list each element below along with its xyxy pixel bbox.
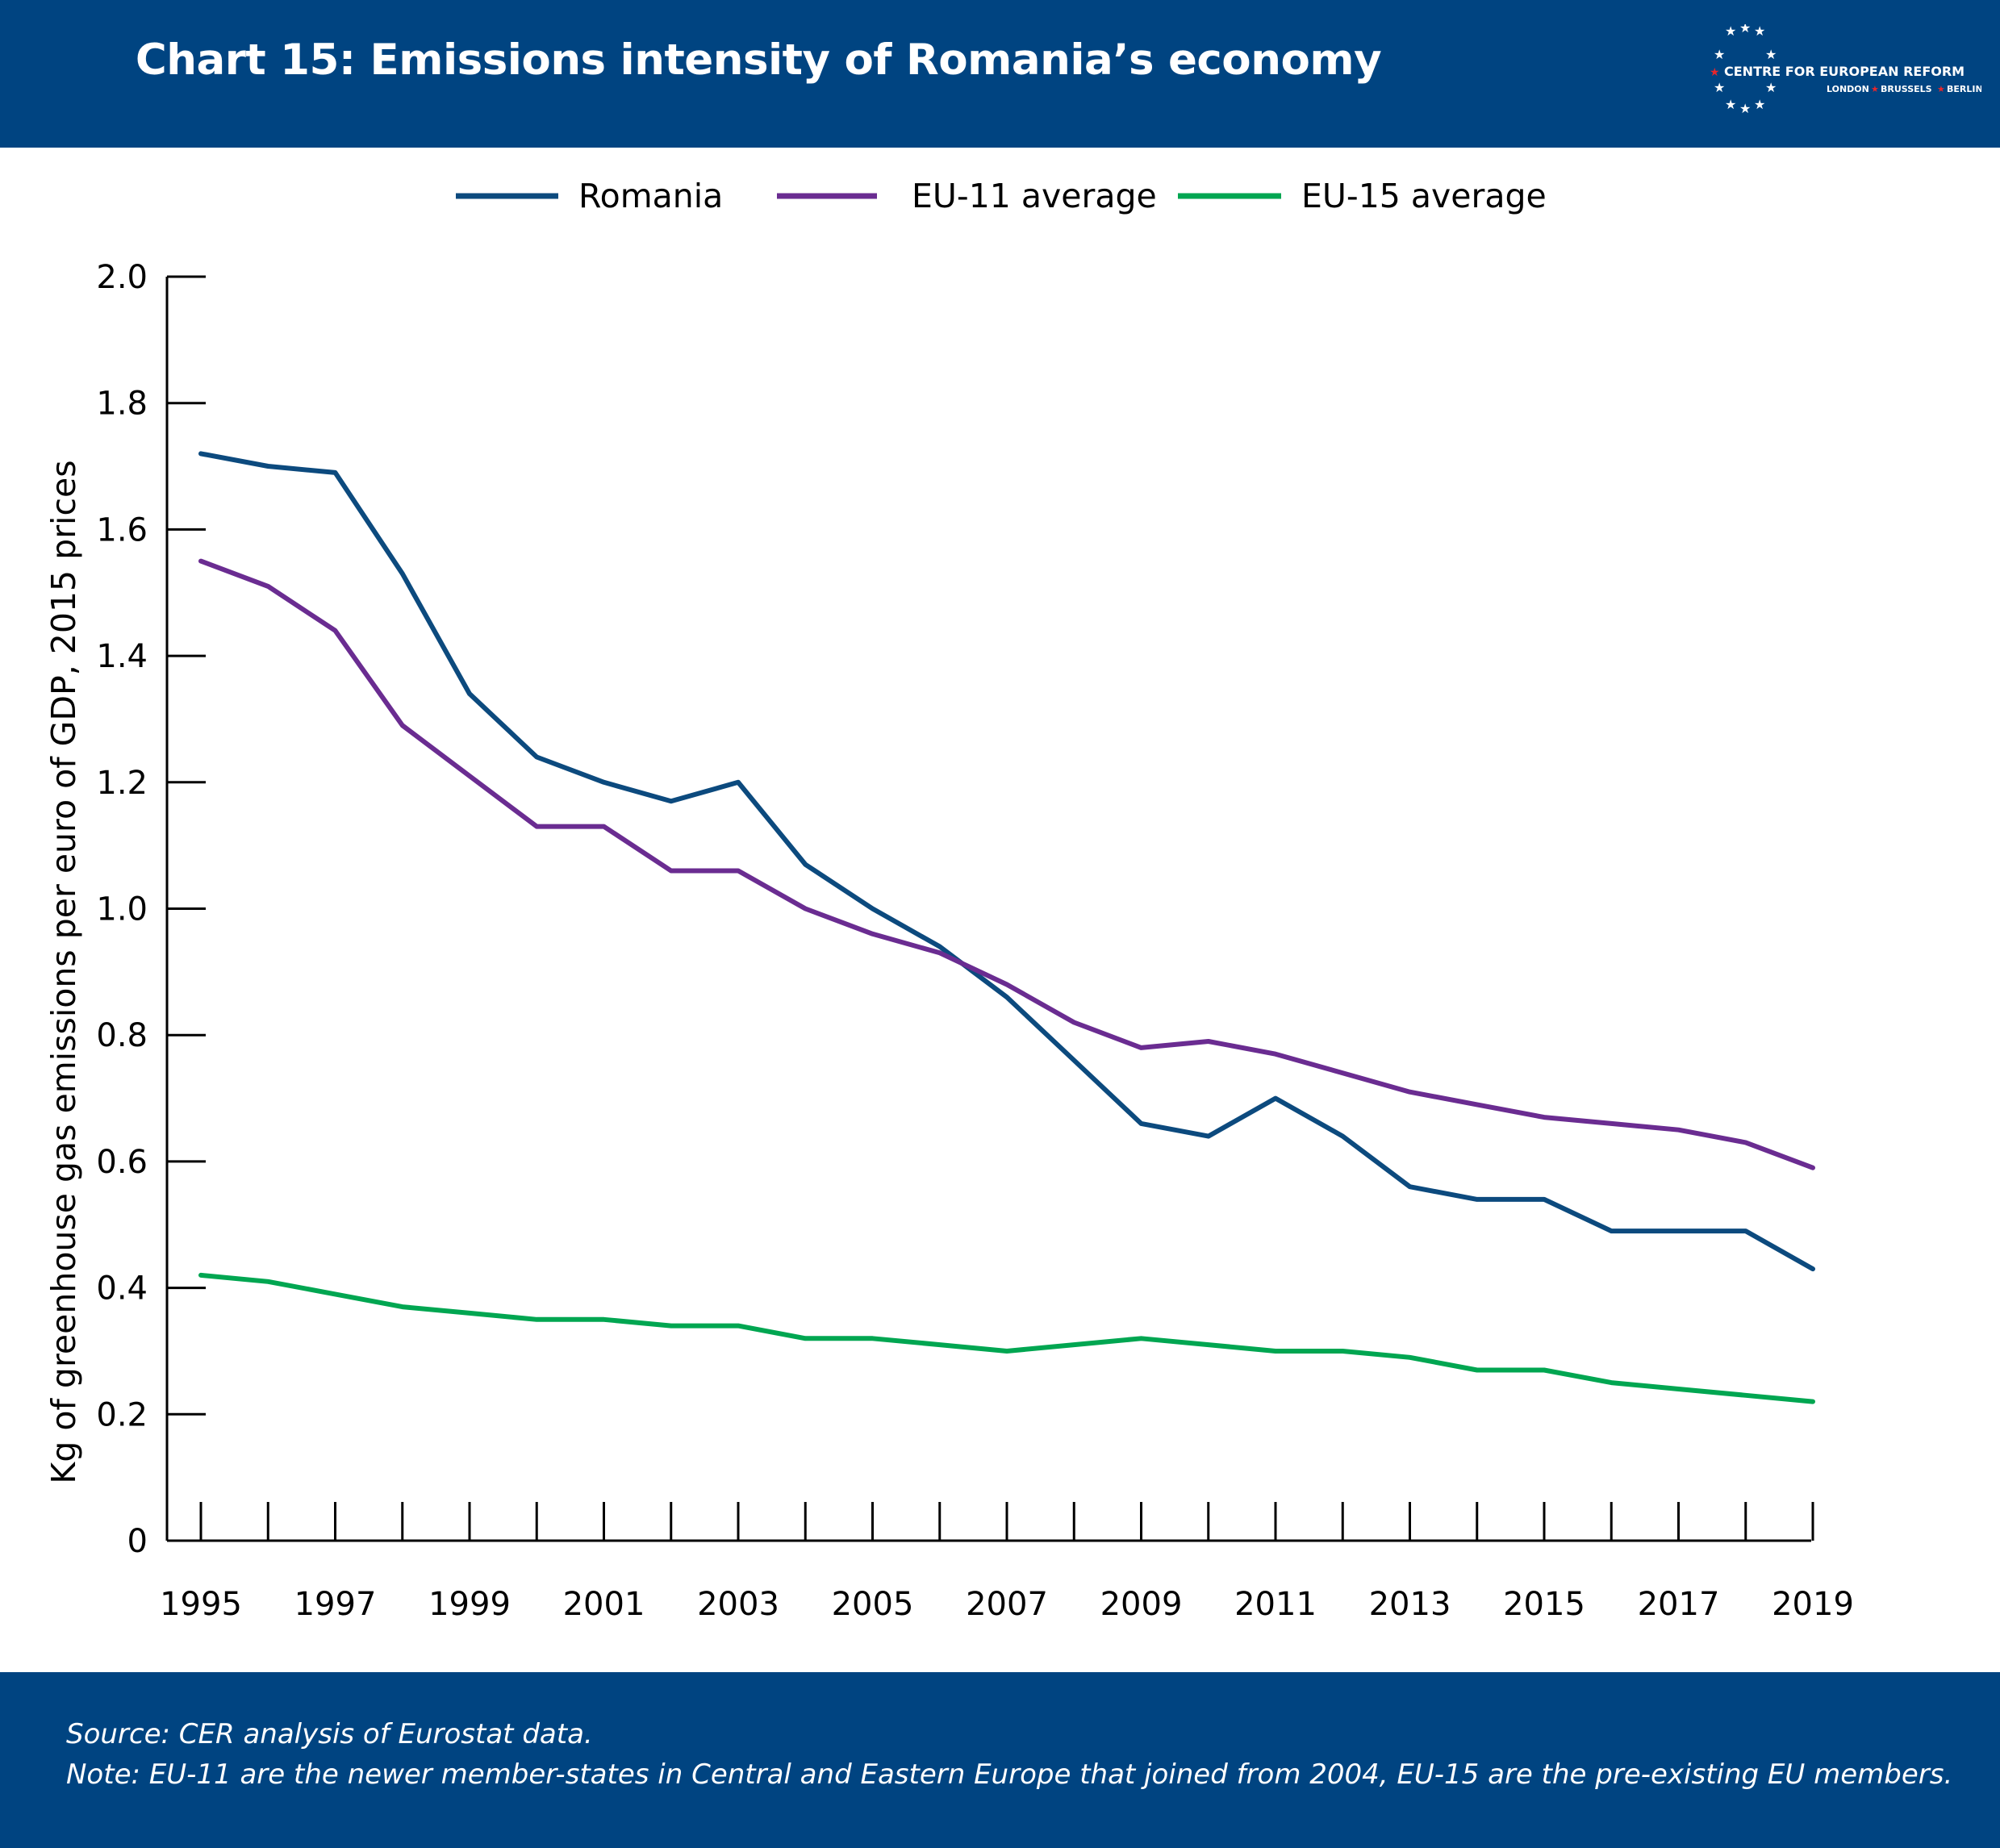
series-group (198, 451, 1815, 1404)
series-line (198, 1272, 1815, 1404)
y-tick-label: 1.8 (96, 386, 148, 423)
logo-star: ★ (1725, 24, 1736, 39)
legend-label: Romania (578, 177, 723, 215)
legend: Romania EU-11 average EU-15 average (456, 177, 1547, 215)
logo-city: BERLIN (1947, 84, 1981, 94)
x-tick-label: 1999 (428, 1586, 511, 1623)
x-tick-label: 2001 (563, 1586, 645, 1623)
logo-separator: ★ (1937, 84, 1945, 94)
x-tick-label: 2005 (832, 1586, 914, 1623)
x-tick-label: 2015 (1503, 1586, 1585, 1623)
chart-title: Chart 15: Emissions intensity of Romania… (135, 35, 1382, 85)
y-tick-label: 2.0 (96, 259, 148, 296)
note-text: Note: EU-11 are the newer member-states … (66, 1758, 1953, 1791)
x-tick-label: 1995 (160, 1586, 242, 1623)
logo-star: ★ (1739, 24, 1751, 35)
x-tick-label: 2011 (1234, 1586, 1317, 1623)
x-tick-label: 2017 (1638, 1586, 1720, 1623)
legend-label: EU-11 average (912, 177, 1157, 215)
y-tick-label: 0.8 (96, 1017, 148, 1054)
logo-city: LONDON (1827, 84, 1869, 94)
y-tick-label: 0.2 (96, 1396, 148, 1433)
footer-bar (0, 1672, 2000, 1848)
x-tick-label: 2013 (1369, 1586, 1451, 1623)
logo-star: ★ (1765, 80, 1777, 95)
y-tick-label: 1.4 (96, 638, 148, 675)
logo-name: CENTRE FOR EUROPEAN REFORM (1724, 64, 1965, 79)
source-text: Source: CER analysis of Eurostat data. (66, 1718, 593, 1750)
cer-logo: ★ ★ ★ ★ ★ ★ ★ ★ ★ ★ ★ CENTRE FOR EUROPEA… (1710, 24, 1981, 116)
y-tick-label: 0.4 (96, 1270, 148, 1308)
x-tick-label: 2009 (1100, 1586, 1183, 1623)
legend-label: EU-15 average (1301, 177, 1547, 215)
line-chart: Romania EU-11 average EU-15 average Kg of … (44, 177, 1854, 1623)
axes: 0 0.2 0.4 0.6 0.8 1.0 1.2 1.4 1.6 1.8 2.0 1995 1997 1… (96, 259, 1854, 1623)
x-tick-label: 2019 (1772, 1586, 1854, 1623)
x-tick-label: 1997 (294, 1586, 377, 1623)
logo-city: BRUSSELS (1881, 84, 1932, 94)
y-tick-label: 1.2 (96, 765, 148, 802)
y-tick-label: 1.0 (96, 891, 148, 928)
series-line (198, 451, 1815, 1272)
y-tick-label: 0 (127, 1523, 148, 1560)
y-axis-title: Kg of greenhouse gas emissions per euro … (44, 460, 83, 1483)
x-tick-label: 2007 (966, 1586, 1048, 1623)
y-tick-label: 1.6 (96, 511, 148, 549)
header-bar (0, 0, 2000, 148)
series-line (198, 558, 1815, 1170)
logo-star-red: ★ (1710, 66, 1720, 79)
logo-star: ★ (1754, 97, 1765, 112)
logo-star: ★ (1765, 47, 1777, 62)
logo-star: ★ (1714, 80, 1725, 95)
logo-star: ★ (1739, 101, 1751, 116)
logo-star: ★ (1714, 47, 1725, 62)
logo-separator: ★ (1871, 84, 1879, 94)
logo-star: ★ (1725, 97, 1736, 112)
y-tick-label: 0.6 (96, 1144, 148, 1181)
logo-star: ★ (1754, 24, 1765, 39)
x-tick-label: 2003 (697, 1586, 779, 1623)
